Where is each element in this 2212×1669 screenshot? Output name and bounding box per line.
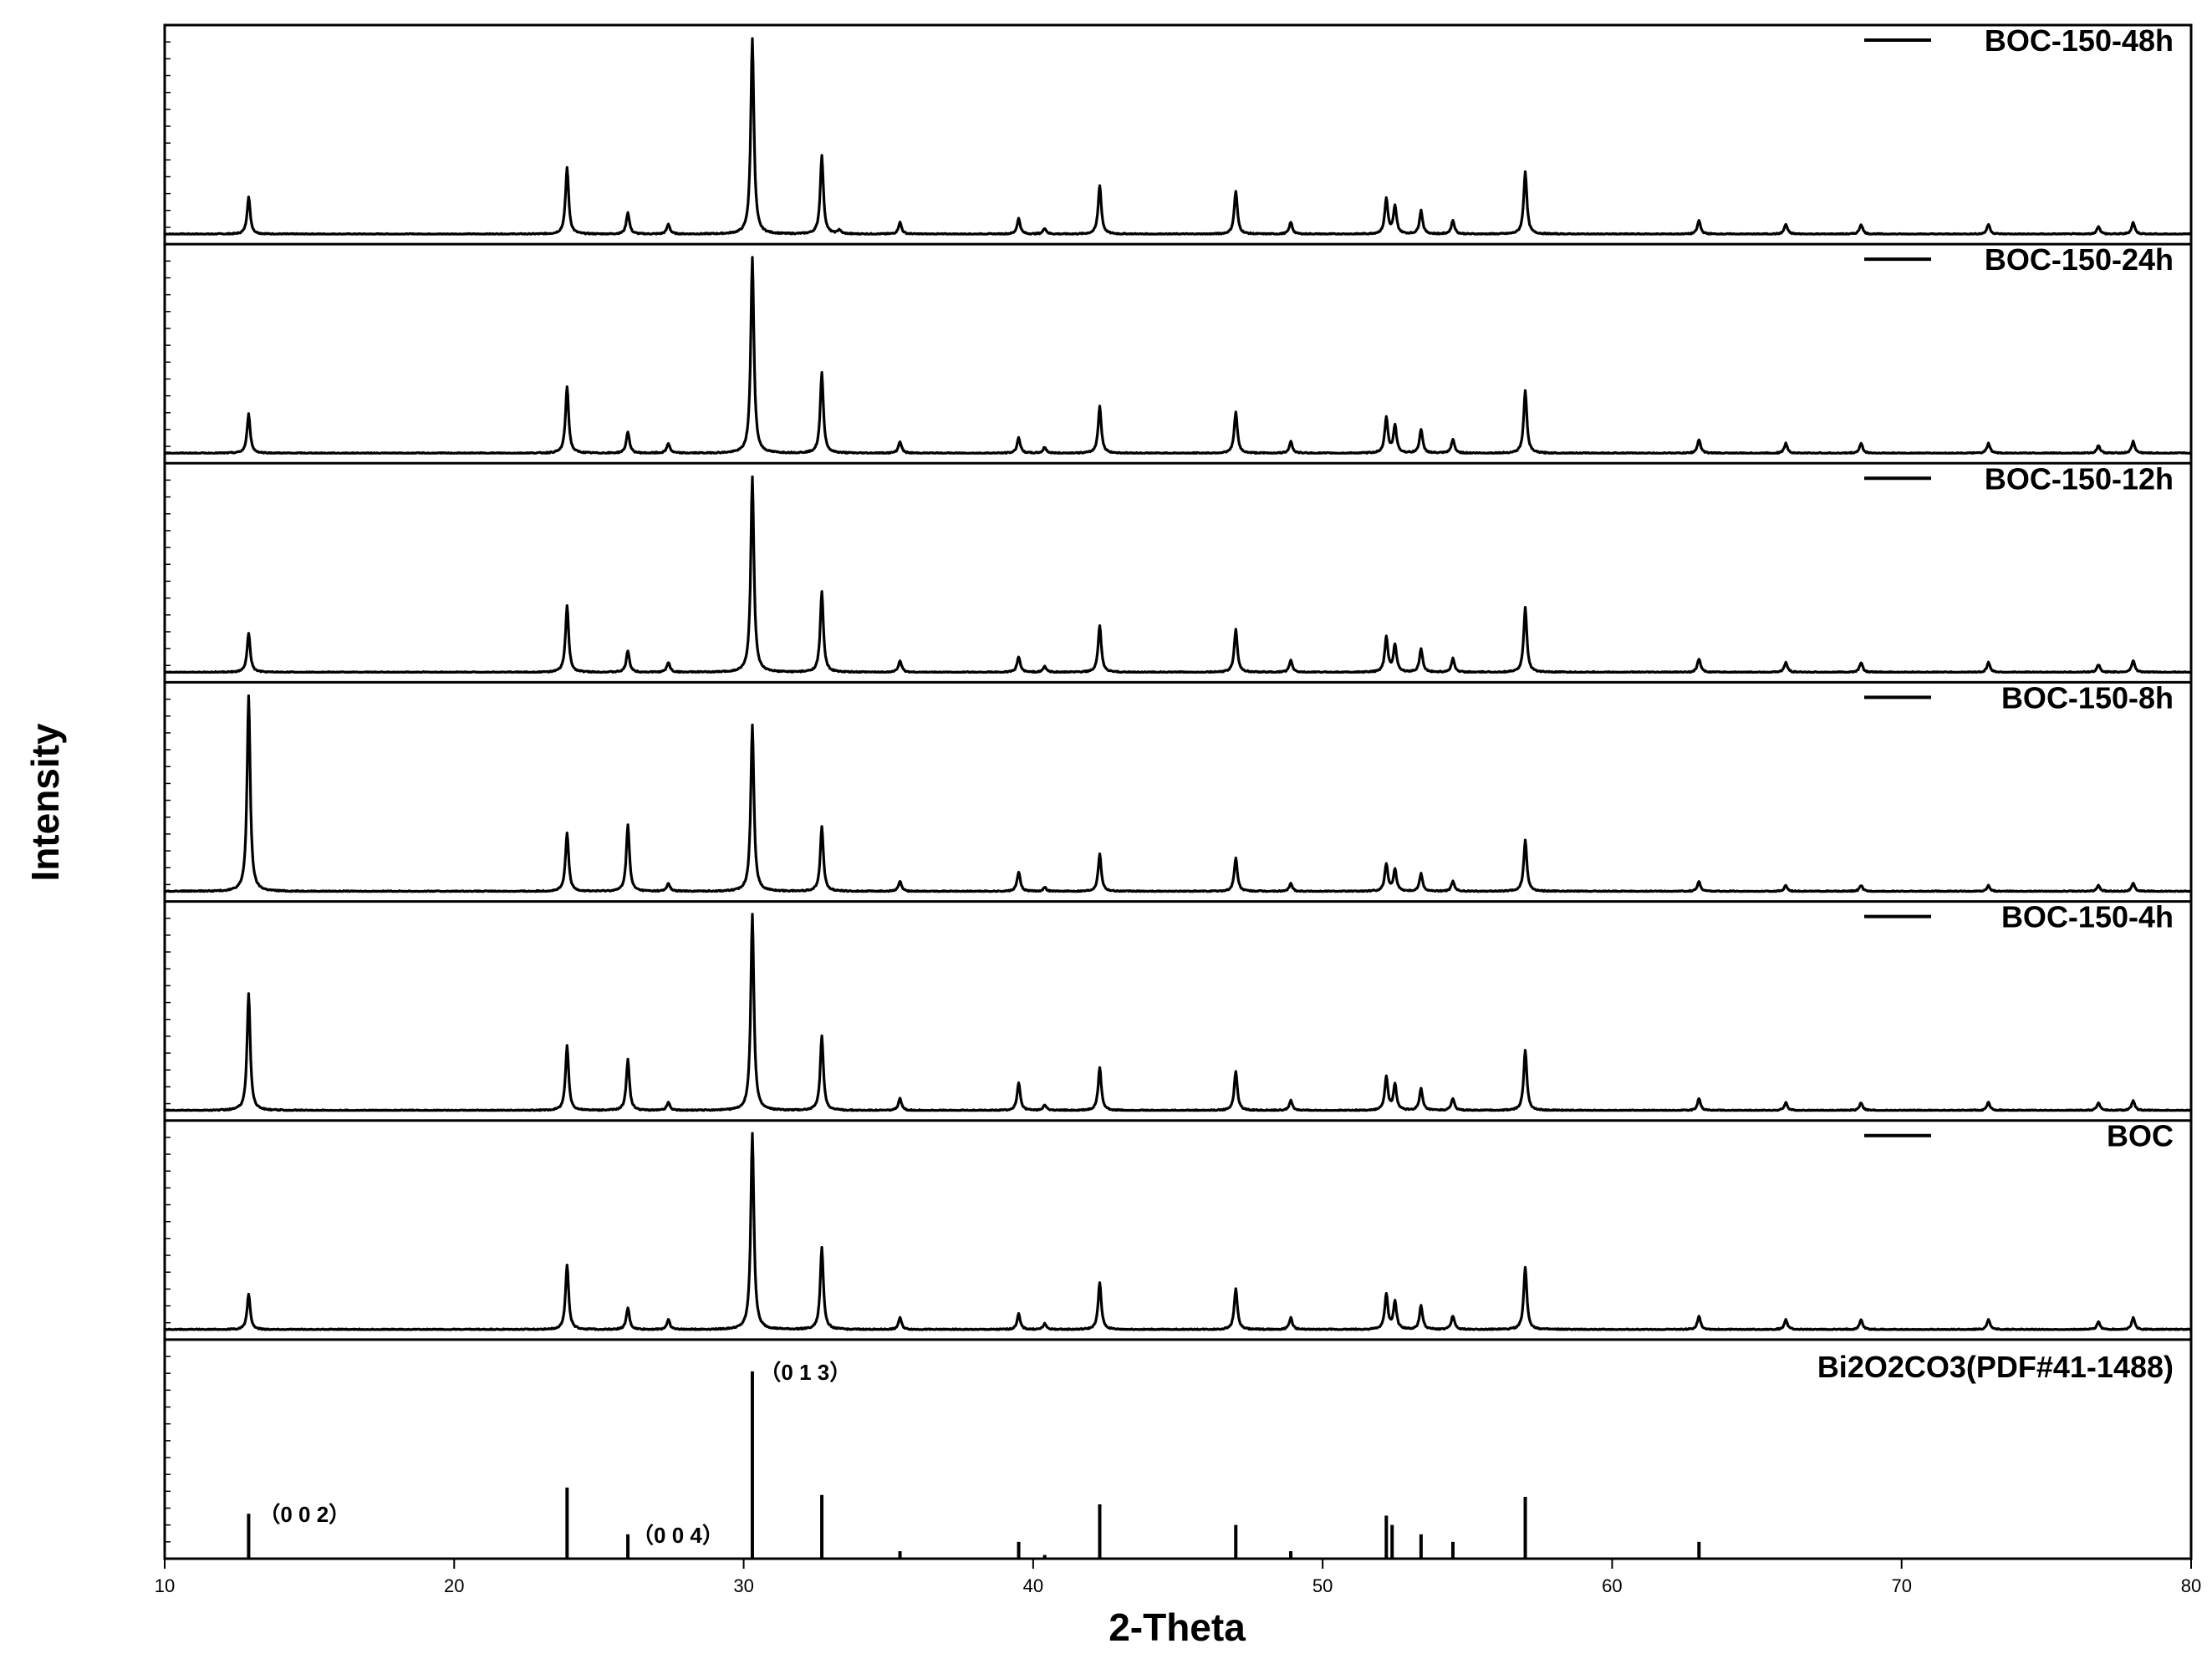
x-axis: 10 20 30 40 50 60 70 80 [155,1559,2201,1596]
legend-label: BOC-150-12h [1985,461,2174,496]
x-tick-label: 80 [2181,1575,2201,1596]
plot-border [163,23,2193,1560]
series-line [164,694,2192,893]
panels-layer: BOC-150-48h BOC-150-24h BOC-150-12h BOC-150… [164,23,2192,1559]
x-tick-label: 10 [155,1575,175,1596]
legend-label: BOC-150-48h [1985,23,2174,58]
miller-index-label: （0 1 3） [759,1360,851,1385]
x-tick-label: 40 [1023,1575,1043,1596]
series-2: BOC-150-12h [164,461,2192,674]
x-tick-label: 30 [733,1575,753,1596]
x-tick-label: 20 [444,1575,464,1596]
legend-label: BOC-150-8h [2001,680,2174,715]
reference-label: Bi2O2CO3(PDF#41-1488) [1817,1350,2174,1384]
legend-label: BOC-150-4h [2001,900,2174,934]
series-5: BOC [164,1119,2192,1331]
plot-frame [163,23,2193,1560]
series-line [164,913,2192,1112]
series-4: BOC-150-4h [164,900,2192,1112]
x-tick-label: 50 [1312,1575,1333,1596]
x-tick-label: 60 [1602,1575,1622,1596]
reference-pattern: Bi2O2CO3(PDF#41-1488) （0 0 2） （0 0 4） （0 1 … [247,1350,2174,1559]
legend-label: BOC [2107,1119,2174,1153]
miller-index-label: （0 0 2） [258,1502,350,1527]
y-axis-label: Intensity [23,723,67,882]
series-1: BOC-150-24h [164,242,2192,455]
legend-label: BOC-150-24h [1985,242,2174,277]
x-axis-label: 2-Theta [1109,1605,1246,1649]
series-3: BOC-150-8h [164,680,2192,893]
series-line [164,256,2192,455]
series-0: BOC-150-48h [164,23,2192,236]
x-tick-label: 70 [1891,1575,1911,1596]
series-line [164,1132,2192,1331]
series-line [164,475,2192,674]
miller-index-label: （0 0 4） [632,1523,724,1548]
series-line [164,37,2192,236]
